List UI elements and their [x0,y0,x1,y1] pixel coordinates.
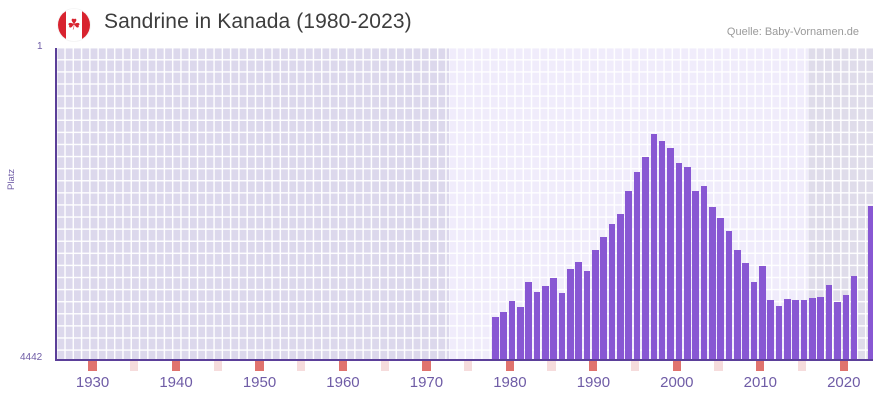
bar-2008[interactable] [742,262,749,360]
source-note: Quelle: Baby-Vornamen.de [726,26,859,38]
bar-1985[interactable] [550,278,557,360]
flag-middle-band [66,9,82,41]
bar-1979[interactable] [500,312,507,360]
bar-1990[interactable] [592,249,599,360]
bars-layer [57,48,873,360]
bar-2016[interactable] [809,298,816,360]
y-tick-bottom: 4442 [20,352,43,363]
decade-mark-1985 [547,361,556,371]
bar-2010[interactable] [759,265,766,360]
bar-1982[interactable] [525,281,532,360]
bar-2023[interactable] [867,206,873,360]
bar-2020[interactable] [842,294,850,360]
bar-2002[interactable] [692,190,699,360]
decade-mark-1970 [422,361,431,371]
y-axis-label: Platz [6,168,17,190]
bar-2013[interactable] [784,298,791,360]
decade-mark-1950 [255,361,264,371]
bar-1987[interactable] [567,269,574,360]
decade-mark-1955 [297,361,306,371]
bar-2004[interactable] [708,207,716,360]
x-tick-1950: 1950 [242,374,277,391]
x-tick-1960: 1960 [326,374,360,391]
x-tick-1970: 1970 [409,374,444,391]
bar-2017[interactable] [817,296,825,360]
decade-mark-1990 [589,361,598,371]
decade-mark-1945 [213,361,222,371]
bar-1978[interactable] [491,317,499,360]
bar-1991[interactable] [600,236,608,360]
x-tick-2020: 2020 [827,374,861,391]
decade-mark-1965 [380,361,389,371]
decade-mark-2020 [839,361,848,371]
bar-1981[interactable] [516,307,524,360]
bar-1983[interactable] [533,291,541,360]
bar-2007[interactable] [734,249,741,360]
decade-mark-1960 [338,361,348,371]
decade-mark-1930 [88,361,97,371]
decade-mark-1940 [171,361,181,371]
plot-background-early [57,48,449,360]
bar-2014[interactable] [792,300,800,360]
decade-mark-1995 [630,361,640,371]
bar-2015[interactable] [800,300,808,360]
bar-1999[interactable] [667,147,674,360]
bar-1988[interactable] [575,262,582,360]
decade-marker-strip [55,361,873,371]
decade-mark-1975 [464,361,473,371]
y-tick-top: 1 [37,41,43,52]
decade-mark-1980 [505,361,515,371]
bar-1993[interactable] [617,214,624,360]
bar-2011[interactable] [767,300,774,360]
bar-1998[interactable] [658,140,666,360]
decade-mark-2010 [756,361,765,371]
x-axis-tick-labels: 1930 1940 1950 1960 1970 1980 1990 2000 2010 2020 [55,374,873,398]
x-tick-1930: 1930 [75,374,110,391]
x-tick-2010: 2010 [743,374,777,391]
decade-mark-2015 [797,361,807,371]
canada-flag-icon: ☘ [58,9,90,41]
bar-1986[interactable] [558,293,566,360]
bar-1996[interactable] [642,156,649,360]
bar-1980[interactable] [508,300,516,360]
bar-2000[interactable] [675,162,683,360]
bar-2012[interactable] [775,306,783,360]
decade-mark-1935 [130,361,139,371]
bar-2005[interactable] [717,217,724,360]
flag-left-band [58,9,66,41]
bar-1992[interactable] [608,224,616,360]
maple-leaf-icon: ☘ [67,16,81,34]
bar-2006[interactable] [725,231,733,360]
bar-1994[interactable] [625,191,633,360]
bar-2019[interactable] [834,302,841,360]
bar-2001[interactable] [683,167,691,360]
bar-2018[interactable] [825,285,833,360]
page-title: Sandrine in Kanada (1980-2023) [104,10,412,33]
plot-area [55,48,873,360]
x-tick-1980: 1980 [493,374,527,391]
x-axis-baseline [55,359,873,361]
bar-2003[interactable] [700,185,708,360]
decade-mark-2000 [672,361,681,371]
chart-header: ☘ Sandrine in Kanada (1980-2023) Quelle:… [0,0,873,48]
bar-1997[interactable] [650,133,658,360]
bar-1984[interactable] [542,286,549,360]
bar-2009[interactable] [750,281,758,360]
x-tick-1940: 1940 [159,374,193,391]
bar-1995[interactable] [633,171,641,360]
x-tick-2000: 2000 [660,374,694,391]
flag-right-band [82,9,90,41]
bar-1989[interactable] [583,271,591,360]
decade-mark-2005 [714,361,723,371]
x-tick-1990: 1990 [576,374,611,391]
bar-2021[interactable] [850,276,858,360]
